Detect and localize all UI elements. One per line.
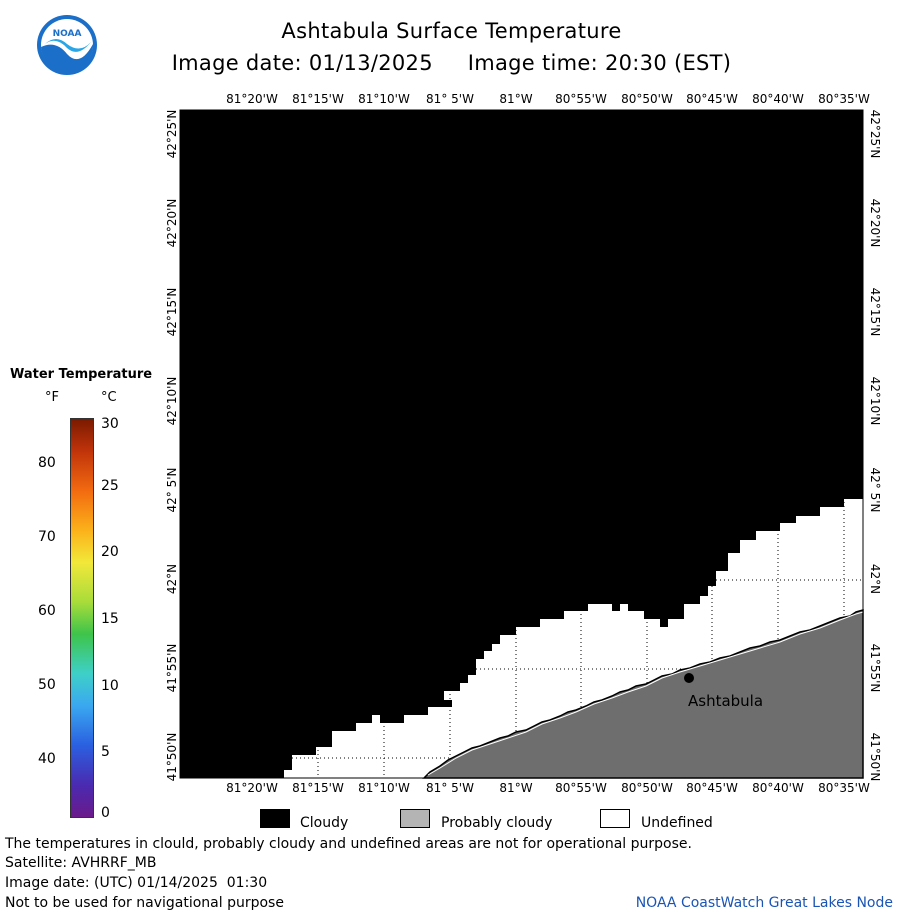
lon-label-top: 81°15'W [292,92,344,106]
lat-label-right: 42° 5'N [868,467,882,513]
lon-label-bottom: 80°50'W [621,781,673,795]
noaa-logo-text: NOAA [53,29,82,39]
legend-swatch-probably-cloudy [400,809,430,828]
lon-label-top: 81°20'W [226,92,278,106]
lon-label-bottom: 81°W [499,781,533,795]
colorbar-title: Water Temperature [10,367,153,382]
colorbar-tick-c: 10 [101,678,119,694]
lat-label-right: 42°N [868,563,882,595]
lon-label-top: 80°55'W [555,92,607,106]
city-marker-icon [684,673,694,683]
lat-label-left: 42° 5'N [165,467,179,513]
lat-label-left: 41°50'N [165,732,179,782]
footer-note: The temperatures in clould, probably clo… [5,836,692,852]
footer-satellite: Satellite: AVHRRF_MB [5,855,157,871]
colorbar-tick-c: 15 [101,611,119,627]
colorbar-tick-c: 20 [101,544,119,560]
lon-label-top: 81°10'W [358,92,410,106]
lon-label-bottom: 81° 5'W [426,781,474,795]
lon-label-bottom: 80°35'W [818,781,870,795]
cloudy-area [180,110,863,778]
probably-cloudy-area [422,609,864,779]
legend-swatch-undefined [600,809,630,828]
footer-utc-date: Image date: (UTC) 01/14/2025 01:30 [5,875,268,891]
lon-label-top: 81° 5'W [426,92,474,106]
lon-label-top: 80°45'W [686,92,738,106]
lat-label-right: 42°20'N [868,198,882,248]
colorbar-tick-f: 80 [38,455,56,471]
shoreline [427,611,864,776]
legend-label-probably-cloudy: Probably cloudy [441,815,553,831]
lat-label-left: 42°20'N [165,198,179,248]
lat-label-right: 41°50'N [868,732,882,782]
lon-label-bottom: 80°40'W [752,781,804,795]
page-title: Ashtabula Surface Temperature [281,19,622,43]
colorbar-tick-c: 25 [101,478,119,494]
colorbar-tick-f: 70 [38,529,56,545]
footer-warning: Not to be used for navigational purpose [5,895,284,911]
colorbar-tick-f: 40 [38,751,56,767]
lat-label-left: 42°N [165,563,179,595]
lat-label-left: 42°10'N [165,376,179,426]
colorbar-tick-f: 60 [38,603,56,619]
lat-label-left: 41°55'N [165,643,179,693]
lat-label-left: 42°25'N [165,109,179,159]
colorbar-tick-f: 50 [38,677,56,693]
legend-label-cloudy: Cloudy [300,815,349,831]
legend-swatch-cloudy [260,809,290,828]
city-label: Ashtabula [688,692,764,710]
lon-label-bottom: 80°55'W [555,781,607,795]
lon-label-top: 80°35'W [818,92,870,106]
footer-credit: NOAA CoastWatch Great Lakes Node [635,895,893,911]
colorbar [70,418,94,818]
image-date-time: Image date: 01/13/2025 Image time: 20:30… [171,51,732,75]
lon-label-bottom: 81°10'W [358,781,410,795]
unit-fahrenheit: °F [45,390,59,405]
lon-label-bottom: 80°45'W [686,781,738,795]
lon-label-top: 81°W [499,92,533,106]
noaa-logo-icon: NOAA [37,15,97,75]
lat-label-right: 41°55'N [868,643,882,693]
lon-label-bottom: 81°15'W [292,781,344,795]
colorbar-tick-c: 0 [101,805,110,821]
map-frame [179,109,864,779]
lat-label-right: 42°25'N [868,109,882,159]
lat-label-right: 42°10'N [868,376,882,426]
lat-label-right: 42°15'N [868,287,882,337]
lon-label-top: 80°40'W [752,92,804,106]
lon-label-top: 80°50'W [621,92,673,106]
lon-label-bottom: 81°20'W [226,781,278,795]
legend-label-undefined: Undefined [641,815,713,831]
unit-celsius: °C [101,390,117,405]
colorbar-tick-c: 5 [101,744,110,760]
colorbar-tick-c: 30 [101,416,119,432]
lat-label-left: 42°15'N [165,287,179,337]
